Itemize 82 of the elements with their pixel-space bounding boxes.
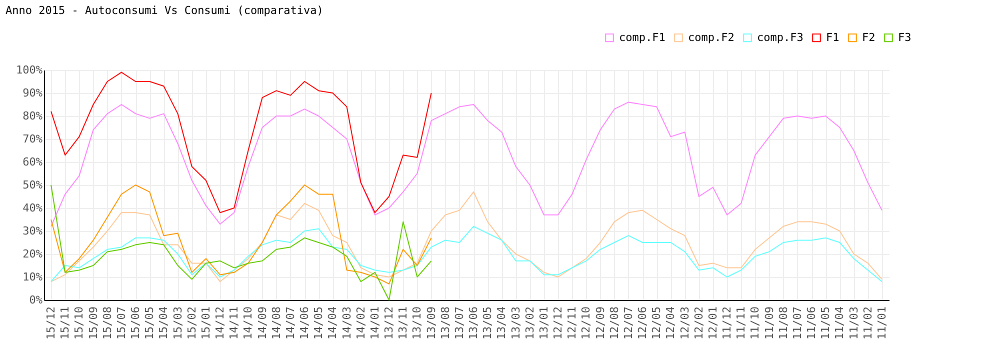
x-tick-label: 13/12: [382, 306, 396, 340]
chart-title: Anno 2015 - Autoconsumi Vs Consumi (comparativa): [6, 4, 324, 17]
y-tick-label: 90%: [22, 86, 43, 100]
y-tick-label: 0%: [29, 294, 43, 306]
x-tick-label: 11/02: [861, 306, 874, 340]
x-tick-label: 15/12: [44, 306, 58, 340]
x-tick-label: 15/11: [58, 306, 72, 340]
x-tick-label: 15/10: [72, 306, 86, 340]
legend-label: comp.F1: [619, 30, 666, 44]
x-tick-label: 14/03: [340, 306, 354, 340]
x-tick-label: 15/01: [199, 306, 212, 340]
x-tick-label: 11/07: [790, 306, 804, 340]
legend-label: comp.F2: [688, 30, 734, 44]
x-tick-label: 13/10: [410, 306, 424, 340]
x-tick-label: 11/08: [776, 306, 790, 340]
y-tick-label: 70%: [22, 132, 43, 146]
x-tick-label: 15/09: [86, 306, 100, 340]
x-tick-label: 12/08: [608, 306, 621, 340]
x-tick-label: 13/08: [438, 306, 452, 340]
x-tick-label: 12/06: [636, 306, 650, 340]
x-tick-label: 12/09: [594, 306, 607, 340]
y-tick-label: 100%: [16, 64, 43, 76]
x-tick-label: 14/01: [368, 306, 382, 340]
x-tick-label: 13/06: [467, 306, 480, 340]
legend-label: F2: [862, 30, 876, 44]
x-tick-label: 12/01: [706, 306, 720, 340]
x-tick-label: 12/07: [622, 306, 635, 340]
y-tick-label: 80%: [22, 110, 43, 122]
line-series: [50, 226, 882, 282]
x-tick-label: 15/05: [143, 306, 156, 340]
legend-label: F3: [898, 30, 912, 44]
x-tick-label: 13/04: [495, 306, 508, 340]
x-tick-label: 12/11: [566, 306, 579, 340]
y-tick-label: 30%: [22, 224, 43, 238]
x-tick-label: 12/12: [552, 306, 565, 340]
x-tick-label: 13/11: [396, 306, 410, 340]
x-tick-label: 11/10: [748, 306, 762, 340]
y-tick-label: 40%: [22, 202, 43, 214]
x-tick-label: 11/05: [819, 306, 832, 340]
x-tick-label: 11/12: [720, 306, 734, 340]
x-tick-label: 13/09: [424, 306, 438, 340]
x-tick-label: 14/05: [312, 306, 326, 340]
y-tick-label: 10%: [22, 270, 43, 284]
x-tick-label: 14/08: [270, 306, 283, 340]
x-tick-label: 15/08: [100, 306, 114, 340]
x-tick-label: 14/10: [242, 306, 255, 340]
x-tick-label: 14/12: [214, 306, 227, 340]
x-tick-label: 13/01: [537, 306, 550, 340]
x-tick-label: 14/09: [256, 306, 269, 340]
x-tick-label: 15/06: [129, 306, 142, 340]
x-tick-label: 13/07: [452, 306, 466, 340]
x-tick-label: 12/05: [650, 306, 664, 340]
line-series: [50, 191, 882, 282]
y-tick-label: 20%: [22, 248, 43, 260]
legend-label: F1: [826, 30, 840, 44]
y-tick-label: 50%: [22, 178, 43, 192]
x-tick-label: 14/02: [354, 306, 368, 340]
x-tick-label: 11/01: [875, 306, 888, 340]
x-tick-label: 11/06: [805, 306, 818, 340]
x-tick-label: 12/02: [692, 306, 706, 340]
x-tick-label: 15/04: [157, 306, 170, 340]
x-tick-label: 15/07: [114, 306, 128, 340]
x-tick-label: 12/10: [580, 306, 593, 340]
x-tick-label: 12/04: [664, 306, 678, 340]
x-tick-label: 14/06: [298, 306, 312, 340]
y-tick-label: 60%: [22, 156, 43, 168]
x-tick-label: 14/04: [326, 306, 340, 340]
x-tick-label: 11/03: [847, 306, 860, 340]
x-tick-label: 14/07: [284, 306, 297, 340]
x-tick-label: 15/03: [171, 306, 184, 340]
x-tick-label: 11/04: [833, 306, 846, 340]
x-tick-label: 13/03: [509, 306, 522, 340]
x-tick-label: 12/03: [678, 306, 692, 340]
x-tick-label: 11/11: [734, 306, 748, 340]
legend-label: comp.F3: [757, 30, 804, 44]
line-series: [50, 102, 882, 227]
x-tick-label: 15/02: [185, 306, 198, 340]
line-series: [50, 72, 432, 214]
x-tick-label: 11/09: [762, 306, 776, 340]
x-tick-label: 14/11: [228, 306, 241, 340]
x-tick-label: 13/02: [523, 306, 536, 340]
x-tick-label: 13/05: [481, 306, 494, 340]
